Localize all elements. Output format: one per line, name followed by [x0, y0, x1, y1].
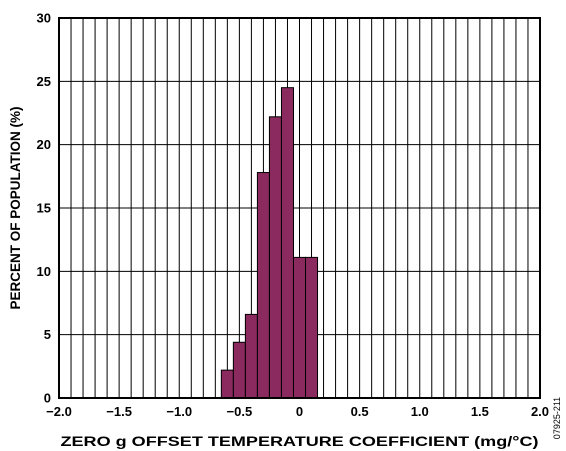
x-axis-title: ZERO g OFFSET TEMPERATURE COEFFICIENT (m…	[61, 434, 539, 449]
x-tick-label: −1.0	[166, 404, 192, 419]
x-tick-label: 0.5	[351, 404, 369, 419]
histogram-bar	[292, 256, 307, 399]
x-tick-label: 0	[296, 404, 303, 419]
y-tick-label: 15	[37, 201, 51, 216]
histogram-bar	[244, 313, 258, 399]
histogram-bars	[220, 87, 319, 399]
figure-id: 07925-211	[552, 397, 562, 439]
y-axis-title: PERCENT OF POPULATION (%)	[8, 106, 23, 309]
histogram-bar	[280, 87, 294, 399]
y-tick-label: 0	[44, 391, 51, 406]
histogram-bar	[232, 341, 246, 399]
histogram-bar	[220, 369, 234, 399]
x-tick-label: 1.0	[411, 404, 429, 419]
plot-frame	[58, 17, 541, 399]
y-tick-label: 30	[37, 11, 51, 26]
histogram-bar	[256, 172, 270, 399]
y-tick-label: 25	[37, 74, 51, 89]
y-tick-label: 10	[37, 264, 51, 279]
x-tick-label: 2.0	[531, 404, 549, 419]
histogram-bar	[305, 256, 319, 399]
y-tick-label: 20	[37, 137, 51, 152]
grid-lines	[59, 18, 540, 398]
x-tick-label: −1.5	[106, 404, 132, 419]
y-tick-labels: 0 5 10 15 20 25 30	[37, 11, 51, 406]
y-tick-label: 5	[44, 327, 51, 342]
x-tick-label: −2.0	[46, 404, 72, 419]
x-tick-labels: −2.0 −1.5 −1.0 −0.5 0 0.5 1.0 1.5 2.0	[46, 404, 549, 419]
x-tick-label: 1.5	[471, 404, 489, 419]
x-tick-label: −0.5	[227, 404, 253, 419]
histogram-bar	[268, 116, 282, 399]
